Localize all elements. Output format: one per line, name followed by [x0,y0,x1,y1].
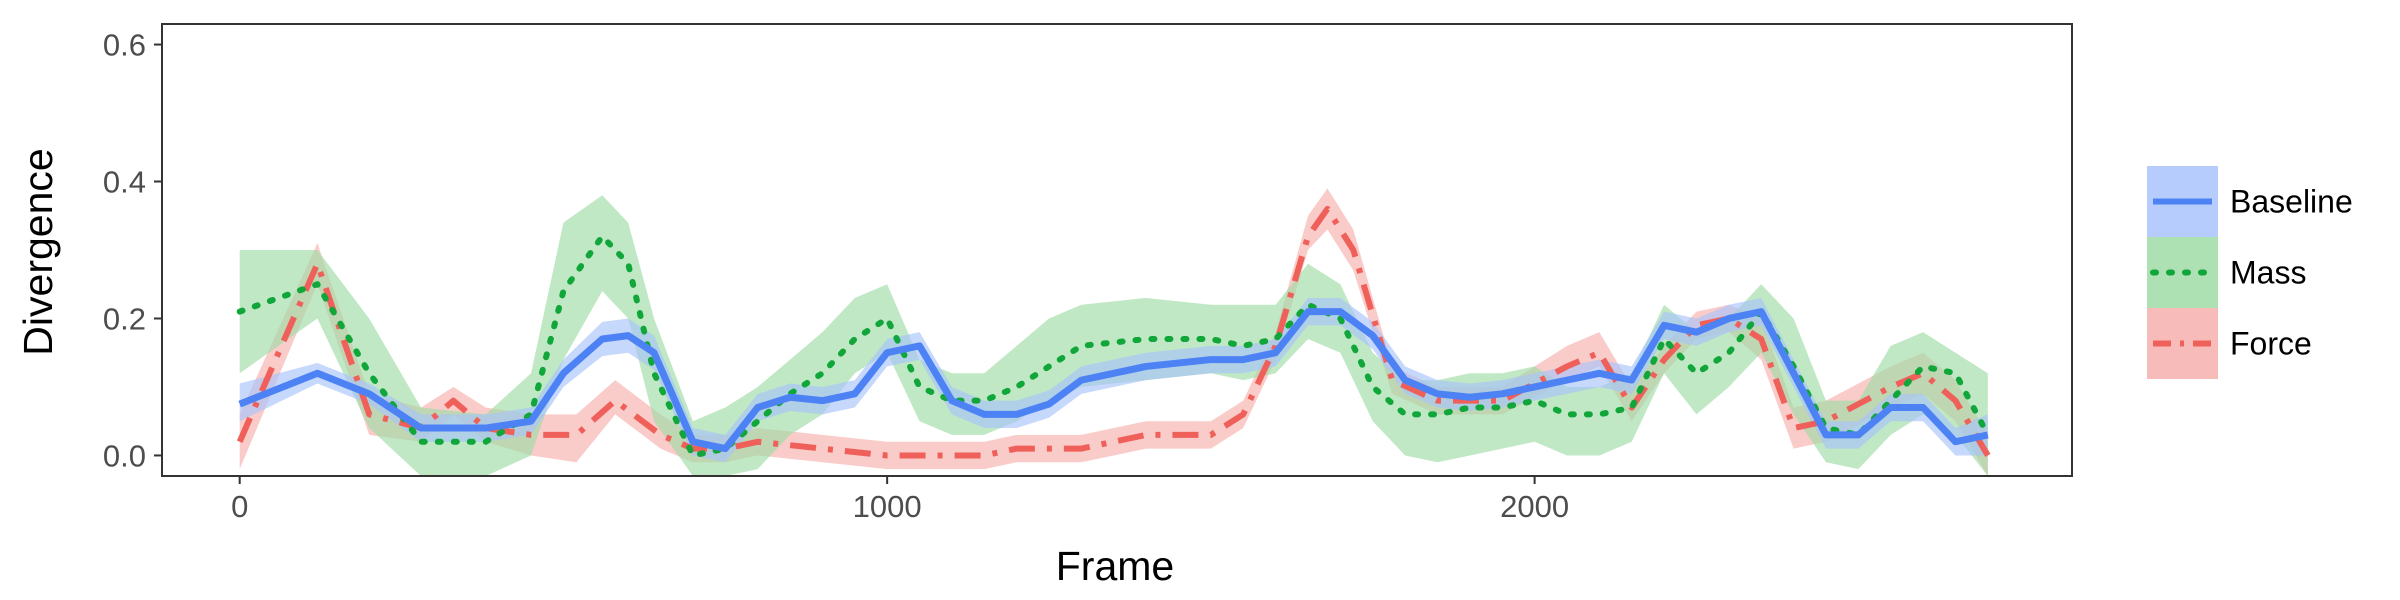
force-series-line [236,205,1991,459]
baseline-series-line [238,308,1989,453]
y-tick-label: 0.0 [103,438,146,473]
baseline-confidence-band [239,297,1988,463]
y-tick-label: 0.2 [103,301,146,336]
y-tick-label: 0.6 [103,28,146,63]
legend-label-mass: Mass [2230,255,2306,291]
x-tick-label: 0 [231,489,248,524]
x-axis-title: Frame [1056,543,1174,589]
legend-label-force: Force [2230,326,2312,362]
legend: Baseline Mass Force [2147,166,2353,379]
x-tick-label: 1000 [853,489,922,524]
legend-label-baseline: Baseline [2230,184,2353,220]
plot-panel-border [161,23,2073,477]
series-lines [236,205,1991,459]
x-axis: 0 1000 2000 [231,476,1569,524]
mass-series-line [236,233,1991,459]
x-tick-label: 2000 [1500,489,1569,524]
y-axis-title: Divergence [15,148,61,355]
y-tick-label: 0.4 [103,165,146,200]
y-axis: 0.0 0.2 0.4 0.6 [103,28,162,473]
